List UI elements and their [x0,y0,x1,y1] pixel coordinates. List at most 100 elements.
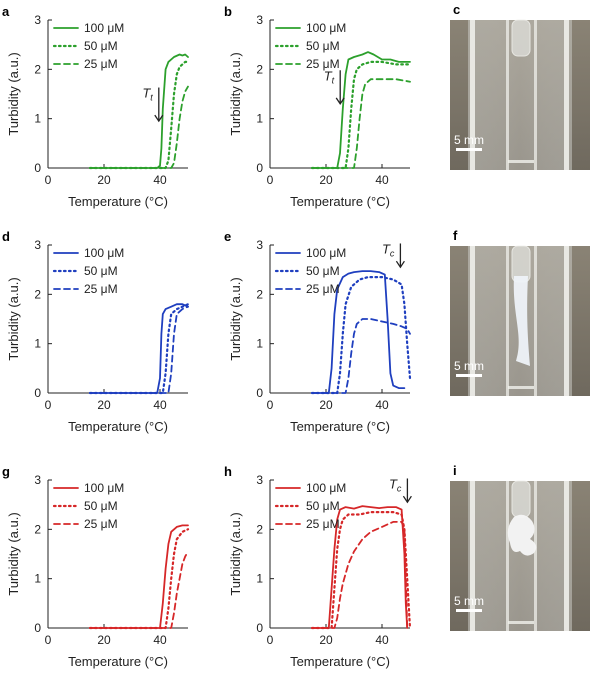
y-tick-label: 2 [256,522,263,536]
y-tick-label: 0 [256,386,263,400]
legend-label: 25 μM [84,282,118,296]
series-line-g-2 [89,550,189,629]
annotation-label: Tt [142,86,153,103]
legend-label: 100 μM [306,21,346,35]
cuvette-inner-wall-left [506,20,509,170]
legend-label: 50 μM [306,39,340,53]
legend-label: 25 μM [306,57,340,71]
scale-bar [456,148,482,151]
y-axis-label: Turbidity (a.u.) [228,52,243,135]
x-axis-label: Temperature (°C) [68,194,168,209]
chart-panel-b: b 0 1 2 3 0 20 40 Temperature (°C) Turbidity (a.u… [224,4,412,209]
cuvette-inner-wall-right [534,246,537,396]
x-tick-label: 0 [267,173,274,187]
x-tick-label: 40 [153,173,167,187]
y-tick-label: 0 [256,161,263,175]
legend-label: 100 μM [84,246,124,260]
cuvette-bottom [508,160,534,163]
series-line-b-2 [311,78,411,169]
x-axis-label: Temperature (°C) [68,419,168,434]
legend-label: 25 μM [306,282,340,296]
scale-bar-label: 5 mm [454,359,484,373]
legend-label: 25 μM [306,517,340,531]
x-tick-label: 40 [375,398,389,412]
x-tick-label: 40 [375,633,389,647]
legend-label: 100 μM [306,246,346,260]
x-axis-label: Temperature (°C) [290,194,390,209]
pipette-tip [511,480,531,518]
x-tick-label: 0 [45,398,52,412]
series-line-a-1 [88,60,190,170]
y-tick-label: 3 [256,238,263,252]
chart-panel-h: h 0 1 2 3 0 20 40 Temperature (°C) Turbidity (a.u… [224,464,412,669]
chart-panel-d: d 0 1 2 3 0 20 40 Temperature (°C) Turbidity (a.u… [2,229,190,434]
x-tick-label: 0 [267,633,274,647]
x-tick-label: 40 [375,173,389,187]
panel-label-i: i [453,463,457,478]
cuvette-bottom [508,386,534,389]
series-line-g-0 [89,524,189,629]
y-tick-label: 3 [256,473,263,487]
series-line-e-0 [311,270,406,394]
annotation-arrowhead [335,97,345,106]
annotation-subscript: c [390,248,395,258]
y-tick-label: 3 [256,13,263,27]
y-tick-label: 2 [256,62,263,76]
chart-panel-e: e 0 1 2 3 0 20 40 Temperature (°C) Turbidity (a.u… [224,229,412,434]
series-line-e-1 [310,276,412,395]
scale-bar-label: 5 mm [454,594,484,608]
cuvette-edge-left [470,246,475,396]
chart-panel-a: a 0 1 2 3 0 20 40 Temperature (°C) Turbidity (a.u… [2,4,190,209]
legend-label: 50 μM [84,39,118,53]
annotation-label: Tt [324,68,335,85]
cuvette-inner-wall-right [534,20,537,170]
panel-label-f: f [453,228,458,243]
y-tick-label: 3 [34,473,41,487]
panel-label-a: a [2,4,10,19]
series-line-a-0 [89,53,189,169]
y-tick-label: 1 [256,112,263,126]
series-line-d-1 [88,303,190,395]
series-line-e-2 [311,318,411,394]
photo-panel-i: i 5 mm [450,463,590,631]
annotation-label: Tc [382,241,395,258]
y-axis-label: Turbidity (a.u.) [228,277,243,360]
x-tick-label: 20 [97,173,111,187]
annotation-arrowhead [395,260,405,269]
legend-label: 25 μM [84,57,118,71]
x-tick-label: 40 [153,398,167,412]
y-axis-label: Turbidity (a.u.) [6,52,21,135]
legend-label: 100 μM [84,21,124,35]
cuvette-edge-right [564,20,569,170]
annotation-subscript: c [397,483,402,493]
series-line-h-2 [311,521,409,629]
y-tick-label: 2 [34,522,41,536]
x-tick-label: 20 [319,398,333,412]
aggregate-sample [507,514,537,556]
x-axis-label: Temperature (°C) [68,654,168,669]
y-tick-label: 2 [34,287,41,301]
scale-bar [456,374,482,377]
y-tick-label: 3 [34,238,41,252]
cuvette-inner-wall-right [534,481,537,631]
scale-bar [456,609,482,612]
y-tick-label: 2 [256,287,263,301]
y-tick-label: 0 [34,161,41,175]
cuvette-edge-left [470,20,475,170]
series-line-d-2 [89,305,189,394]
photo-panel-f: f 5 mm [450,228,590,396]
panel-label-e: e [224,229,231,244]
legend-label: 50 μM [306,499,340,513]
y-tick-label: 1 [256,337,263,351]
cuvette-edge-left [470,481,475,631]
series-line-g-1 [88,528,190,630]
x-tick-label: 40 [153,633,167,647]
x-tick-label: 0 [45,633,52,647]
cuvette-edge-right [564,246,569,396]
cuvette-inner-wall-left [506,246,509,396]
y-axis-label: Turbidity (a.u.) [6,512,21,595]
x-tick-label: 20 [319,633,333,647]
y-tick-label: 0 [256,621,263,635]
series-line-b-0 [311,51,411,169]
y-tick-label: 0 [34,621,41,635]
